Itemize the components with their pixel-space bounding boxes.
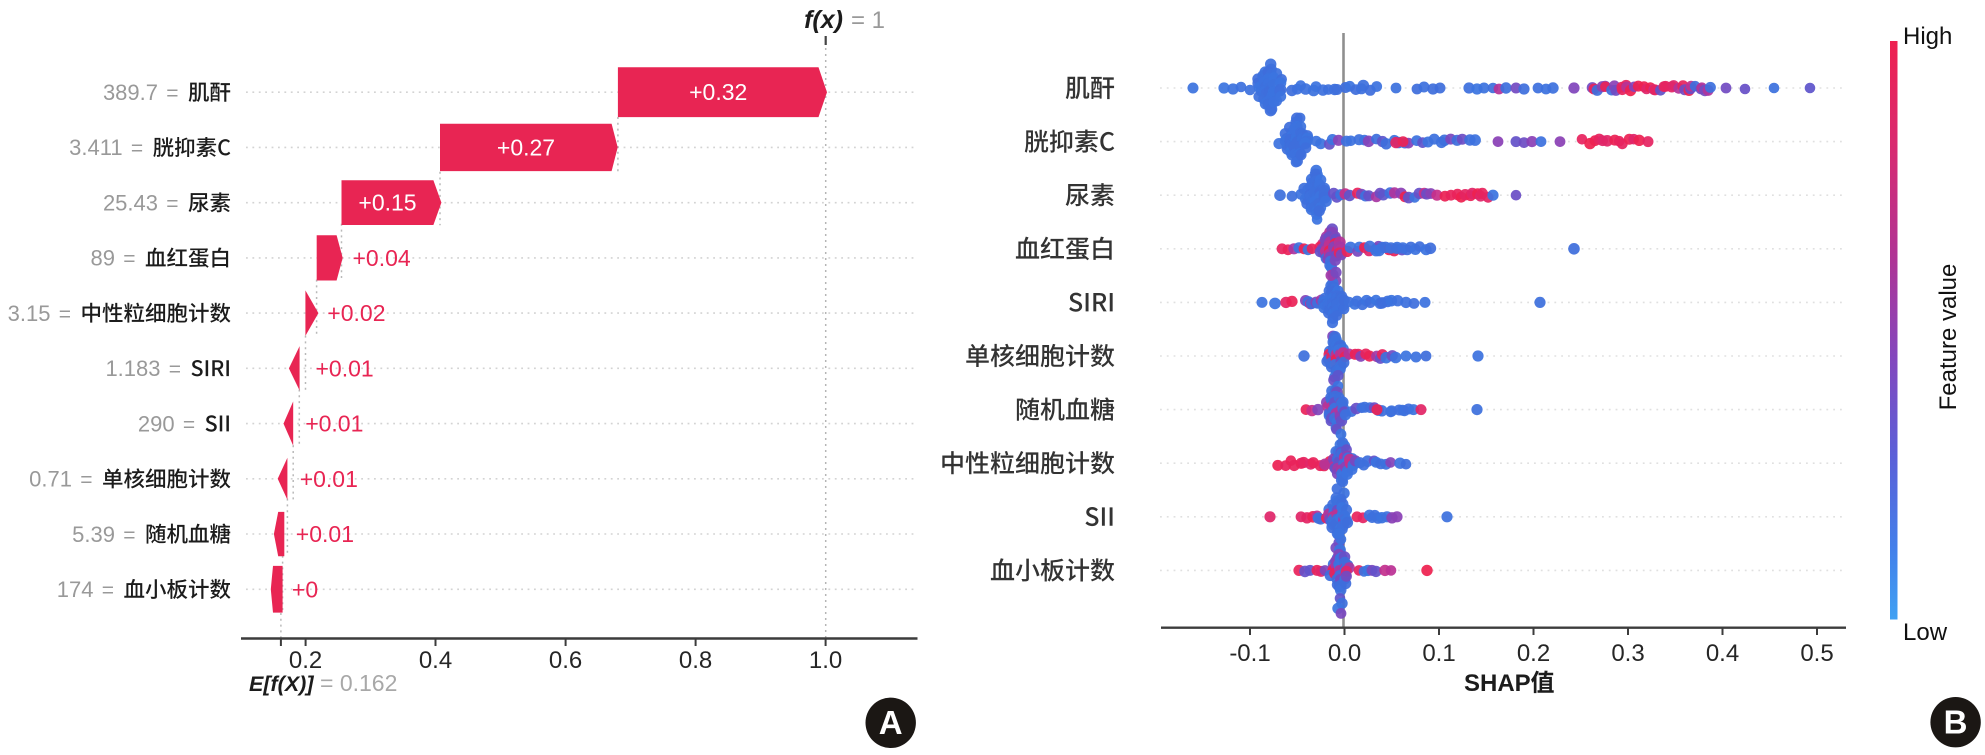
svg-text:+0.15: +0.15 — [358, 190, 416, 216]
svg-text:=: = — [123, 524, 135, 547]
svg-text:B: B — [1944, 704, 1968, 741]
svg-text:Low: Low — [1903, 619, 1948, 646]
svg-text:290: 290 — [138, 411, 175, 436]
svg-text:E[f(X)]: E[f(X)] — [249, 672, 314, 696]
svg-text:= 1: = 1 — [851, 7, 885, 34]
svg-text:0.4: 0.4 — [1706, 640, 1739, 667]
svg-text:+0.01: +0.01 — [305, 411, 363, 437]
svg-text:0.71: 0.71 — [29, 467, 72, 492]
svg-text:+0.01: +0.01 — [300, 466, 358, 492]
svg-text:0.2: 0.2 — [289, 647, 322, 674]
svg-text:=: = — [166, 82, 178, 105]
svg-text:=: = — [80, 469, 92, 492]
svg-text:+0.04: +0.04 — [353, 245, 411, 271]
svg-text:Feature value: Feature value — [1935, 264, 1962, 411]
svg-text:f(x): f(x) — [804, 6, 843, 34]
svg-text:3.15: 3.15 — [8, 301, 51, 326]
svg-text:0.6: 0.6 — [549, 647, 582, 674]
svg-text:=: = — [131, 137, 143, 160]
svg-text:0.5: 0.5 — [1800, 640, 1833, 667]
svg-text:A: A — [879, 704, 903, 741]
svg-text:1.183: 1.183 — [105, 356, 160, 381]
svg-text:0.2: 0.2 — [1517, 640, 1550, 667]
svg-text:+0.02: +0.02 — [327, 300, 385, 326]
svg-text:+0.01: +0.01 — [316, 355, 374, 381]
svg-text:=: = — [169, 358, 181, 381]
svg-text:89: 89 — [91, 246, 115, 271]
svg-text:0.3: 0.3 — [1611, 640, 1644, 667]
svg-text:+0: +0 — [292, 576, 318, 602]
svg-text:-0.1: -0.1 — [1229, 640, 1270, 667]
svg-text:=: = — [59, 303, 71, 326]
svg-text:5.39: 5.39 — [72, 522, 115, 547]
svg-text:=: = — [166, 193, 178, 216]
svg-text:0.1: 0.1 — [1422, 640, 1455, 667]
svg-text:3.411: 3.411 — [69, 135, 122, 160]
svg-text:0.4: 0.4 — [419, 647, 452, 674]
svg-text:0.8: 0.8 — [679, 647, 712, 674]
svg-text:High: High — [1903, 23, 1952, 50]
svg-text:+0.27: +0.27 — [497, 134, 555, 160]
svg-text:1.0: 1.0 — [809, 647, 842, 674]
svg-text:25.43: 25.43 — [103, 191, 158, 216]
svg-text:=: = — [183, 413, 195, 436]
svg-text:389.7: 389.7 — [103, 80, 158, 105]
svg-text:SHAP: SHAP — [1464, 670, 1531, 697]
svg-text:= 0.162: = 0.162 — [320, 670, 397, 696]
svg-text:+0.01: +0.01 — [296, 521, 354, 547]
svg-text:0.0: 0.0 — [1328, 640, 1361, 667]
svg-text:=: = — [102, 579, 114, 602]
svg-text:174: 174 — [57, 577, 94, 602]
svg-text:+0.32: +0.32 — [689, 79, 747, 105]
svg-text:=: = — [123, 248, 135, 271]
